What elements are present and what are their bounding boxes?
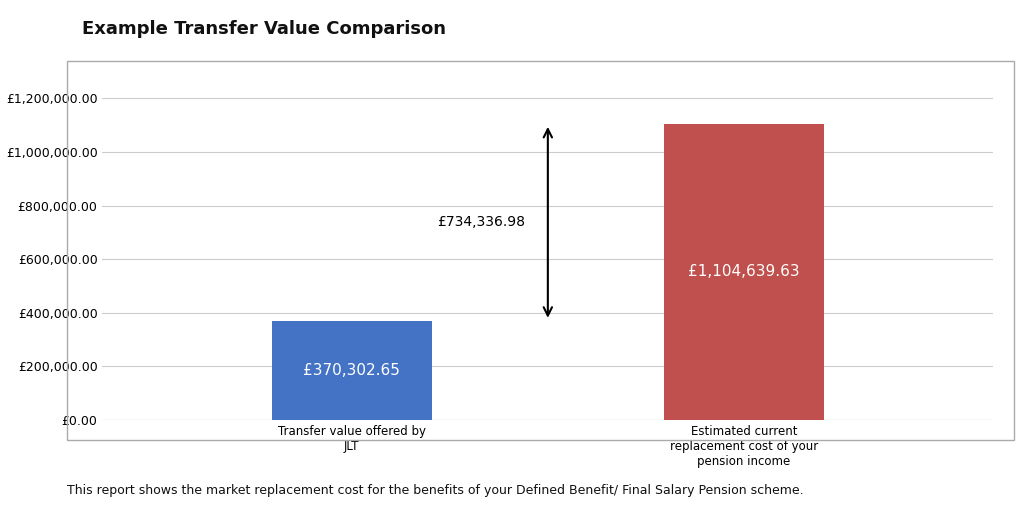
Bar [271,321,432,420]
Bar [664,124,824,420]
Text: £734,336.98: £734,336.98 [437,216,525,229]
Text: £370,302.65: £370,302.65 [303,363,400,378]
Text: This report shows the market replacement cost for the benefits of your Defined B: This report shows the market replacement… [67,484,803,497]
Text: £1,104,639.63: £1,104,639.63 [688,264,800,280]
Text: Example Transfer Value Comparison: Example Transfer Value Comparison [82,20,445,38]
